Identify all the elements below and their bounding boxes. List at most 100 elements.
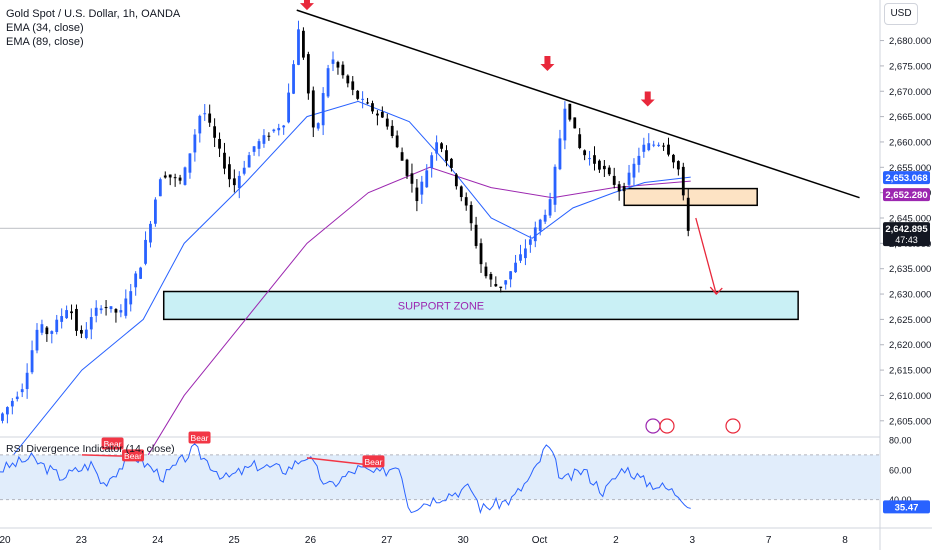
candle-body[interactable] (188, 153, 192, 173)
candle-body[interactable] (331, 59, 335, 64)
projection-arrow[interactable] (695, 217, 717, 295)
candle-body[interactable] (672, 154, 675, 163)
candle-body[interactable] (237, 175, 241, 189)
candle-body[interactable] (450, 158, 453, 168)
resistance-zone[interactable] (623, 187, 758, 207)
candle-body[interactable] (405, 159, 409, 176)
candle-body[interactable] (99, 308, 103, 311)
candle-body[interactable] (346, 75, 350, 84)
candle-body[interactable] (89, 317, 93, 330)
candle-body[interactable] (306, 54, 310, 94)
candle-body[interactable] (385, 118, 389, 127)
candle-body[interactable] (80, 330, 83, 334)
candle-body[interactable] (440, 143, 443, 149)
candle-body[interactable] (55, 319, 59, 332)
candle-body[interactable] (168, 174, 172, 178)
candle-body[interactable] (602, 165, 606, 170)
candle-body[interactable] (499, 286, 503, 288)
candle-body[interactable] (65, 310, 69, 319)
ema34-legend[interactable]: EMA (34, close) (6, 22, 84, 34)
candle-body[interactable] (371, 103, 374, 112)
candle-body[interactable] (297, 29, 300, 65)
candle-body[interactable] (435, 142, 439, 154)
bear-label[interactable] (188, 431, 211, 444)
candle-body[interactable] (178, 177, 182, 181)
candle-body[interactable] (129, 291, 133, 305)
candle-body[interactable] (316, 123, 320, 129)
candle-body[interactable] (390, 125, 394, 136)
candle-body[interactable] (356, 90, 360, 99)
candle-body[interactable] (25, 372, 29, 390)
candle-body[interactable] (548, 199, 552, 216)
candle-body[interactable] (50, 331, 54, 334)
candle-body[interactable] (588, 158, 591, 160)
candle-body[interactable] (183, 167, 187, 185)
candle-body[interactable] (632, 163, 636, 178)
candle-body[interactable] (484, 266, 488, 277)
candle-body[interactable] (509, 271, 513, 280)
candle-body[interactable] (637, 155, 641, 165)
candle-body[interactable] (149, 223, 152, 243)
resistance-trendline[interactable] (296, 9, 860, 199)
candle-body[interactable] (203, 113, 207, 115)
candle-body[interactable] (361, 98, 365, 100)
candle-body[interactable] (425, 170, 429, 188)
candle-body[interactable] (70, 311, 73, 314)
candle-body[interactable] (459, 186, 463, 198)
candle-body[interactable] (464, 197, 468, 206)
candle-body[interactable] (311, 90, 315, 128)
candle-body[interactable] (40, 324, 44, 333)
candle-body[interactable] (302, 30, 305, 58)
candle-body[interactable] (662, 145, 665, 147)
candle-body[interactable] (415, 187, 419, 202)
candle-body[interactable] (543, 214, 547, 222)
candle-body[interactable] (400, 152, 404, 161)
candle-body[interactable] (652, 144, 656, 146)
candle-body[interactable] (578, 134, 582, 148)
candle-body[interactable] (326, 68, 330, 97)
candle-body[interactable] (553, 166, 557, 205)
candle-body[interactable] (60, 316, 64, 322)
candle-body[interactable] (627, 172, 631, 185)
candle-body[interactable] (104, 306, 108, 309)
support-zone[interactable] (162, 290, 799, 321)
candle-body[interactable] (45, 327, 49, 335)
candle-body[interactable] (208, 113, 212, 123)
candle-body[interactable] (139, 267, 143, 279)
candle-body[interactable] (163, 175, 167, 178)
candle-body[interactable] (109, 306, 113, 310)
candle-body[interactable] (272, 129, 276, 132)
ema89-legend[interactable]: EMA (89, close) (6, 36, 84, 48)
candle-body[interactable] (686, 197, 690, 231)
candle-body[interactable] (583, 150, 587, 156)
candle-body[interactable] (223, 152, 226, 169)
candle-body[interactable] (494, 284, 498, 287)
candle-body[interactable] (380, 111, 384, 118)
candle-body[interactable] (351, 81, 355, 90)
candle-body[interactable] (1, 413, 4, 421)
candle-body[interactable] (563, 108, 567, 141)
candle-body[interactable] (35, 329, 39, 351)
us-flag-event-icon[interactable] (659, 418, 675, 434)
candle-body[interactable] (524, 248, 527, 259)
candle-body[interactable] (420, 181, 424, 195)
candle-body[interactable] (94, 307, 98, 316)
candle-body[interactable] (341, 64, 345, 76)
candle-body[interactable] (667, 144, 670, 155)
candle-body[interactable] (232, 178, 236, 186)
candle-body[interactable] (395, 135, 399, 148)
candle-body[interactable] (617, 184, 621, 192)
candle-body[interactable] (366, 102, 369, 104)
candle-body[interactable] (277, 127, 281, 131)
candle-body[interactable] (504, 280, 508, 285)
candle-body[interactable] (642, 144, 646, 152)
candle-body[interactable] (598, 160, 601, 170)
candle-body[interactable] (445, 150, 448, 161)
candle-body[interactable] (489, 273, 493, 280)
candle-body[interactable] (528, 239, 532, 245)
candle-body[interactable] (119, 310, 123, 313)
candle-body[interactable] (410, 173, 414, 184)
lightning-event-icon[interactable] (645, 418, 661, 434)
candle-body[interactable] (114, 309, 118, 313)
